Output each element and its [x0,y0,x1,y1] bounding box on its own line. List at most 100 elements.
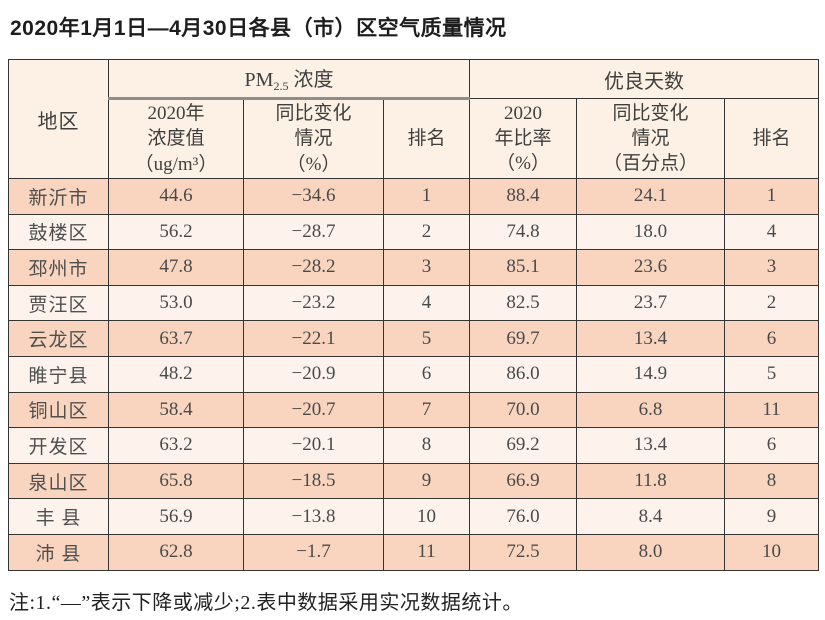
pm-rank-cell: 10 [383,498,470,535]
pm-value-cell: 44.6 [108,178,244,215]
pm-rank-cell: 3 [383,249,470,286]
ratio-value-cell: 74.8 [469,213,577,251]
region-cell: 丰 县 [8,498,109,535]
pm-value-cell: 58.4 [108,391,244,429]
column-header-ratio-rank: 排名 [724,98,819,179]
pm-value-cell: 62.8 [108,533,244,571]
ratio-value-cell: 76.0 [469,498,577,535]
column-header-ratio-value: 2020 年比率 （%） [469,98,577,179]
region-cell: 新沂市 [8,178,109,215]
pm-value-cell: 65.8 [108,462,244,500]
group-header-row: 地区 PM2.5 浓度 优良天数 [8,59,819,179]
pm-rank-cell: 9 [383,462,470,500]
pm-rank-cell: 8 [383,427,470,464]
pm-change-cell: −34.6 [243,178,384,215]
pm-rank-cell: 4 [383,284,470,322]
pm-rank-cell: 1 [383,178,470,215]
pm-change-cell: −20.9 [243,355,384,393]
table-row: 新沂市 44.6 −34.6 1 88.4 24.1 1 [8,178,819,215]
region-cell: 沛 县 [8,533,109,571]
rank-cell: 6 [724,320,819,357]
column-group-pm25: PM2.5 浓度 [108,59,470,100]
ratio-value-cell: 82.5 [469,284,577,322]
footnote: 注:1.“—”表示下降或减少;2.表中数据采用实况数据统计。 [9,591,523,614]
ratio-value-cell: 66.9 [469,462,577,500]
region-cell: 铜山区 [8,391,109,429]
ratio-change-cell: 13.4 [576,320,725,357]
air-quality-table: 地区 PM2.5 浓度 优良天数 2020年 浓度值 （ug/m³） 同比变化 … [8,59,819,571]
table-row: 开发区 63.2 −20.1 8 69.2 13.4 6 [8,427,819,464]
region-cell: 贾汪区 [8,284,109,322]
page-title: 2020年1月1日—4月30日各县（市）区空气质量情况 [10,17,507,40]
ratio-value-cell: 69.7 [469,320,577,357]
sub-header-row: 2020年 浓度值 （ug/m³） 同比变化 情况 （%） 排名 2020 年比… [9,98,819,179]
ratio-change-cell: 24.1 [576,178,725,215]
table-row: 邳州市 47.8 −28.2 3 85.1 23.6 3 [8,249,819,286]
ratio-change-cell: 18.0 [576,213,725,251]
pm-value-cell: 53.0 [108,284,244,322]
pm-value-cell: 56.9 [108,498,244,535]
rank-cell: 1 [724,178,819,215]
pm-change-cell: −20.7 [243,391,384,429]
table-row: 睢宁县 48.2 −20.9 6 86.0 14.9 5 [8,355,819,393]
pm-rank-cell: 6 [383,355,470,393]
rank-cell: 10 [724,533,819,571]
ratio-change-cell: 8.4 [576,498,725,535]
column-header-pm-change: 同比变化 情况 （%） [243,98,384,179]
column-group-good-days: 优良天数 [469,59,819,99]
rank-cell: 9 [724,498,819,535]
pm-rank-cell: 7 [383,391,470,429]
pm-value-cell: 47.8 [108,249,244,286]
pm-change-cell: −1.7 [243,533,384,571]
pm-rank-cell: 5 [383,320,470,357]
table-row: 云龙区 63.7 −22.1 5 69.7 13.4 6 [8,320,819,357]
pm-change-cell: −20.1 [243,427,384,464]
table-row: 丰 县 56.9 −13.8 10 76.0 8.4 9 [8,498,819,535]
table-row: 鼓楼区 56.2 −28.7 2 74.8 18.0 4 [8,213,819,251]
table-body: 新沂市 44.6 −34.6 1 88.4 24.1 1 鼓楼区 56.2 −28.7 2 74.8 1… [8,178,819,571]
ratio-change-cell: 8.0 [576,533,725,571]
ratio-value-cell: 70.0 [469,391,577,429]
table-row: 泉山区 65.8 −18.5 9 66.9 11.8 8 [8,462,819,500]
column-header-ratio-change: 同比变化 情况 （百分点） [576,98,725,179]
rank-cell: 4 [724,213,819,251]
pm-change-cell: −13.8 [243,498,384,535]
ratio-value-cell: 69.2 [469,427,577,464]
pm-value-cell: 63.7 [108,320,244,357]
region-cell: 开发区 [8,427,109,464]
ratio-value-cell: 86.0 [469,355,577,393]
rank-cell: 3 [724,249,819,286]
ratio-change-cell: 13.4 [576,427,725,464]
table-header: 地区 PM2.5 浓度 优良天数 2020年 浓度值 （ug/m³） 同比变化 … [8,59,819,179]
pm-value-cell: 48.2 [108,355,244,393]
pm25-label-suffix: 浓度 [288,69,334,91]
ratio-value-cell: 88.4 [469,178,577,215]
pm-change-cell: −28.2 [243,249,384,286]
rank-cell: 8 [724,462,819,500]
pm-change-cell: −23.2 [243,284,384,322]
region-cell: 邳州市 [8,249,109,286]
column-header-region: 地区 [8,59,109,179]
table-row: 贾汪区 53.0 −23.2 4 82.5 23.7 2 [8,284,819,322]
pm-rank-cell: 11 [383,533,470,571]
pm-value-cell: 63.2 [108,427,244,464]
region-cell: 泉山区 [8,462,109,500]
column-header-pm-value: 2020年 浓度值 （ug/m³） [108,98,244,179]
ratio-value-cell: 72.5 [469,533,577,571]
ratio-value-cell: 85.1 [469,249,577,286]
pm-change-cell: −28.7 [243,213,384,251]
region-cell: 云龙区 [8,320,109,357]
ratio-change-cell: 23.6 [576,249,725,286]
pm25-label-subscript: 2.5 [273,79,289,93]
table-row: 铜山区 58.4 −20.7 7 70.0 6.8 11 [8,391,819,429]
region-cell: 鼓楼区 [8,213,109,251]
rank-cell: 6 [724,427,819,464]
pm-change-cell: −18.5 [243,462,384,500]
pm-change-cell: −22.1 [243,320,384,357]
ratio-change-cell: 6.8 [576,391,725,429]
column-header-pm-rank: 排名 [383,98,470,179]
rank-cell: 11 [724,391,819,429]
rank-cell: 5 [724,355,819,393]
ratio-change-cell: 11.8 [576,462,725,500]
